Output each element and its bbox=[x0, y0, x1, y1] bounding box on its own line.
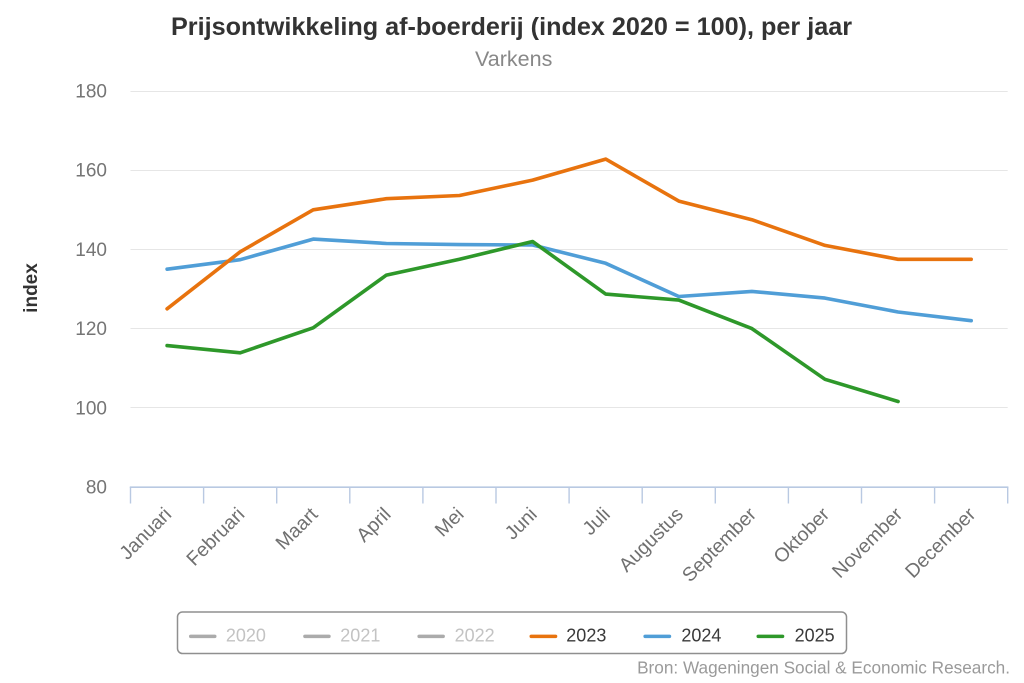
svg-text:Februari: Februari bbox=[182, 503, 249, 570]
svg-text:140: 140 bbox=[75, 240, 107, 261]
svg-text:Oktober: Oktober bbox=[769, 503, 834, 568]
svg-text:Juli: Juli bbox=[578, 503, 614, 539]
svg-text:Mei: Mei bbox=[431, 503, 469, 541]
svg-text:180: 180 bbox=[75, 82, 107, 103]
svg-text:Maart: Maart bbox=[272, 503, 323, 554]
svg-text:2021: 2021 bbox=[340, 626, 380, 646]
svg-text:Juni: Juni bbox=[501, 503, 542, 544]
svg-text:2025: 2025 bbox=[795, 626, 835, 646]
svg-text:December: December bbox=[901, 503, 981, 583]
svg-text:index: index bbox=[21, 263, 42, 313]
svg-text:2022: 2022 bbox=[455, 626, 495, 646]
svg-text:120: 120 bbox=[75, 319, 107, 340]
svg-text:April: April bbox=[352, 503, 395, 546]
svg-text:80: 80 bbox=[86, 478, 107, 499]
svg-text:160: 160 bbox=[75, 161, 107, 182]
svg-text:2023: 2023 bbox=[566, 626, 606, 646]
svg-text:2024: 2024 bbox=[681, 626, 721, 646]
svg-text:September: September bbox=[678, 503, 761, 586]
svg-text:November: November bbox=[828, 503, 908, 583]
svg-text:100: 100 bbox=[75, 398, 107, 419]
svg-text:Bron: Wageningen Social & Econ: Bron: Wageningen Social & Economic Resea… bbox=[637, 658, 1010, 678]
svg-text:Varkens: Varkens bbox=[475, 47, 552, 71]
svg-text:Augustus: Augustus bbox=[615, 503, 688, 576]
svg-text:Januari: Januari bbox=[115, 503, 176, 564]
svg-text:2020: 2020 bbox=[226, 626, 266, 646]
svg-text:Prijsontwikkeling af-boerderij: Prijsontwikkeling af-boerderij (index 20… bbox=[171, 13, 852, 41]
